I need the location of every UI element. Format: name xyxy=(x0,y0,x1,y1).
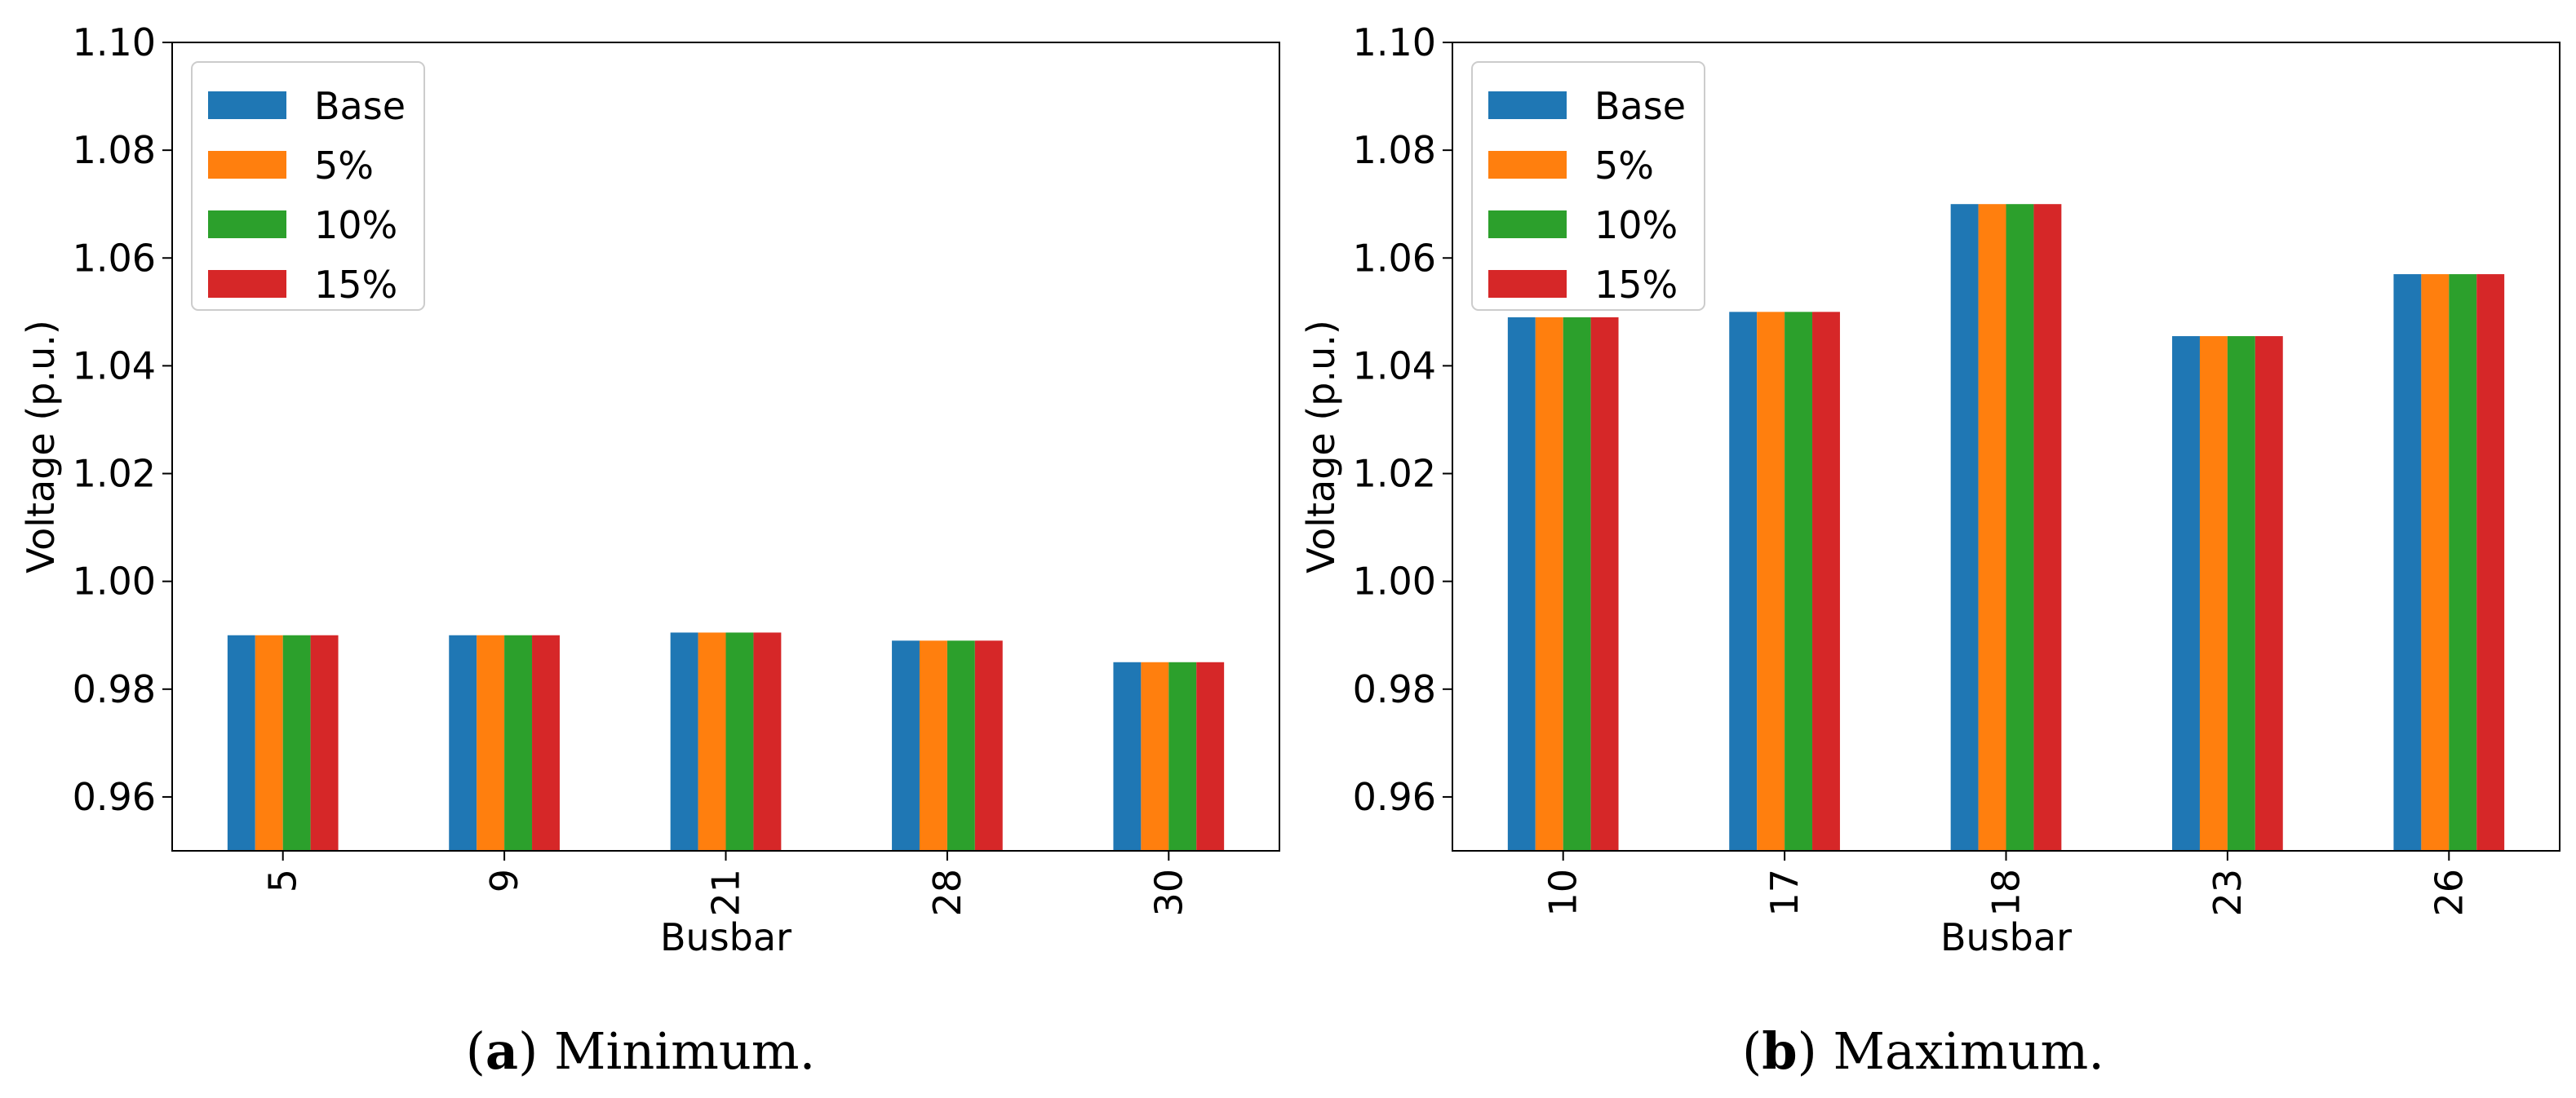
chart-panel-a: 0.96 0.98 1.00 1.02 1.04 1.06 1.08 1.10 5 9 21 28 30… xyxy=(19,20,1280,1081)
bar-15pct-busbar-9 xyxy=(532,635,560,851)
legend-swatch xyxy=(208,210,286,238)
bar-base-busbar-23 xyxy=(2172,336,2200,851)
legend-swatch xyxy=(208,270,286,298)
y-tick-label: 0.98 xyxy=(73,667,156,711)
caption-text: Minimum. xyxy=(554,1021,815,1081)
y-tick-label: 1.10 xyxy=(73,20,156,64)
legend-label: 10% xyxy=(314,203,397,247)
caption-text: Maximum. xyxy=(1833,1021,2104,1081)
bar-15pct-busbar-26 xyxy=(2476,274,2505,851)
legend-label: 15% xyxy=(314,263,397,307)
x-tick-label: 28 xyxy=(925,869,969,917)
legend-swatch xyxy=(1488,151,1567,179)
x-tick-label: 5 xyxy=(261,869,305,892)
chart-panel-b: 0.96 0.98 1.00 1.02 1.04 1.06 1.08 1.10 10 17 18 23… xyxy=(1299,20,2560,1081)
y-tick-label: 0.98 xyxy=(1353,667,1436,711)
bar-10pct-busbar-9 xyxy=(504,635,533,851)
legend-box xyxy=(191,61,425,311)
bar-base-busbar-30 xyxy=(1113,662,1142,851)
x-tick-label: 26 xyxy=(2427,869,2471,917)
bar-5pct-busbar-18 xyxy=(1978,204,2006,851)
y-tick-label: 1.06 xyxy=(73,236,156,280)
legend-swatch xyxy=(1488,91,1567,119)
bar-15pct-busbar-23 xyxy=(2255,336,2283,851)
bar-5pct-busbar-5 xyxy=(255,635,283,851)
panel-caption: (b) Maximum. xyxy=(1742,1021,2104,1081)
bar-10pct-busbar-17 xyxy=(1785,312,1813,851)
y-tick-label: 1.08 xyxy=(1353,128,1436,172)
y-tick-label: 1.06 xyxy=(1353,236,1436,280)
bar-5pct-busbar-23 xyxy=(2199,336,2228,851)
y-tick-label: 1.04 xyxy=(1353,343,1436,387)
bar-base-busbar-26 xyxy=(2393,274,2422,851)
bar-15pct-busbar-5 xyxy=(310,635,339,851)
bar-base-busbar-28 xyxy=(892,640,920,851)
x-axis-label: Busbar xyxy=(660,915,791,959)
bar-base-busbar-17 xyxy=(1729,312,1758,851)
bar-10pct-busbar-28 xyxy=(947,640,975,851)
legend-box xyxy=(1471,61,1705,311)
bar-15pct-busbar-10 xyxy=(1590,317,1619,851)
y-tick-label: 0.96 xyxy=(1353,775,1436,819)
bar-5pct-busbar-30 xyxy=(1141,662,1169,851)
legend-label: 5% xyxy=(1594,144,1654,188)
bar-base-busbar-10 xyxy=(1507,317,1536,851)
x-tick-label: 9 xyxy=(482,869,526,892)
y-tick-label: 1.00 xyxy=(73,560,156,604)
y-tick-label: 1.04 xyxy=(73,343,156,387)
x-tick-label: 10 xyxy=(1541,869,1585,917)
bar-base-busbar-21 xyxy=(670,632,698,851)
y-axis-label: Voltage (p.u.) xyxy=(19,320,63,573)
legend-swatch xyxy=(1488,270,1567,298)
y-tick-label: 1.08 xyxy=(73,128,156,172)
bar-15pct-busbar-30 xyxy=(1196,662,1225,851)
bar-base-busbar-18 xyxy=(1950,204,1979,851)
y-tick-label: 1.00 xyxy=(1353,560,1436,604)
panel-caption: (a) Minimum. xyxy=(466,1021,816,1081)
bar-5pct-busbar-17 xyxy=(1757,312,1785,851)
bar-10pct-busbar-23 xyxy=(2227,336,2255,851)
bar-15pct-busbar-28 xyxy=(974,640,1003,851)
legend-label: 10% xyxy=(1594,203,1678,247)
legend-label: Base xyxy=(1594,84,1686,128)
bar-10pct-busbar-18 xyxy=(2006,204,2034,851)
bar-10pct-busbar-21 xyxy=(725,632,754,851)
y-tick-label: 0.96 xyxy=(73,775,156,819)
bar-5pct-busbar-10 xyxy=(1535,317,1563,851)
legend-swatch xyxy=(208,91,286,119)
legend: Base 5% 10% 15% xyxy=(1471,61,1705,311)
legend-swatch xyxy=(1488,210,1567,238)
legend: Base 5% 10% 15% xyxy=(191,61,425,311)
x-tick-label: 30 xyxy=(1146,869,1190,917)
bar-5pct-busbar-26 xyxy=(2421,274,2450,851)
x-tick-label: 18 xyxy=(1984,869,2028,917)
caption-letter: a xyxy=(485,1021,518,1081)
bar-10pct-busbar-10 xyxy=(1563,317,1591,851)
x-tick-label: 23 xyxy=(2206,869,2250,917)
y-tick-label: 1.02 xyxy=(1353,452,1436,496)
bar-10pct-busbar-30 xyxy=(1168,662,1197,851)
bar-5pct-busbar-21 xyxy=(698,632,726,851)
bar-15pct-busbar-17 xyxy=(1812,312,1840,851)
bar-10pct-busbar-5 xyxy=(282,635,311,851)
legend-label: 5% xyxy=(314,144,374,188)
bar-5pct-busbar-9 xyxy=(477,635,505,851)
bar-5pct-busbar-28 xyxy=(919,640,947,851)
bar-15pct-busbar-18 xyxy=(2033,204,2062,851)
legend-swatch xyxy=(208,151,286,179)
x-tick-label: 17 xyxy=(1762,869,1807,917)
x-tick-label: 21 xyxy=(704,869,748,917)
y-tick-label: 1.10 xyxy=(1353,20,1436,64)
bar-15pct-busbar-21 xyxy=(753,632,782,851)
y-axis-label: Voltage (p.u.) xyxy=(1299,320,1343,573)
caption-letter: b xyxy=(1762,1021,1797,1081)
bar-base-busbar-9 xyxy=(449,635,477,851)
bar-base-busbar-5 xyxy=(227,635,255,851)
bar-10pct-busbar-26 xyxy=(2449,274,2477,851)
x-axis-label: Busbar xyxy=(1940,915,2072,959)
legend-label: Base xyxy=(314,84,406,128)
y-tick-label: 1.02 xyxy=(73,452,156,496)
legend-label: 15% xyxy=(1594,263,1678,307)
